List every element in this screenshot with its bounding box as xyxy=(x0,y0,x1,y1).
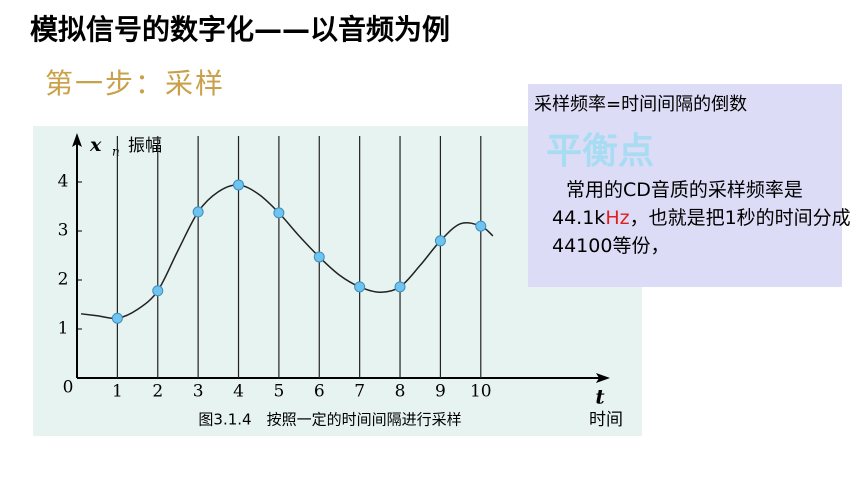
x-tick-label: 8 xyxy=(395,382,406,402)
sample-point xyxy=(111,312,123,324)
note-body: 常用的CD音质的采样频率是44.1kHz，也就是把1秒的时间分成44100等份， xyxy=(552,176,852,260)
x-axis-symbol: t xyxy=(595,385,605,409)
signal-curve xyxy=(80,184,494,320)
y-tick-label: 1 xyxy=(58,319,69,339)
x-tick-label: 4 xyxy=(233,382,244,402)
sample-point xyxy=(233,179,245,191)
sample-point xyxy=(354,281,366,293)
sample-point xyxy=(313,251,325,263)
y-tick-label: 4 xyxy=(58,172,69,192)
slide-subtitle: 第一步：采样 xyxy=(45,67,226,100)
x-tick-label: 3 xyxy=(193,382,204,402)
x-axis-arrow xyxy=(596,373,610,383)
sample-point xyxy=(152,285,164,297)
x-tick-label: 1 xyxy=(112,382,123,402)
note-box: 采样频率=时间间隔的倒数 平衡点 常用的CD音质的采样频率是44.1kHz，也就… xyxy=(528,84,851,287)
x-tick-label: 0 xyxy=(63,378,74,398)
sample-point xyxy=(192,206,204,218)
note-highlight: 平衡点 xyxy=(546,131,655,172)
x-tick-label: 6 xyxy=(314,382,325,402)
x-axis-label: 时间 xyxy=(589,410,623,430)
x-tick-label: 7 xyxy=(354,382,365,402)
x-tick-label: 9 xyxy=(435,382,446,402)
y-tick-label: 2 xyxy=(58,270,69,290)
note-text: ，也就是把1秒的时间分成44100等份， xyxy=(552,207,851,257)
y-axis-label: 振幅 xyxy=(128,136,162,156)
sample-point xyxy=(273,207,285,219)
note-unit: Hz xyxy=(605,207,630,229)
slide-title: 模拟信号的数字化——以音频为例 xyxy=(30,13,451,46)
y-axis-symbol: x xyxy=(89,134,102,156)
note-heading: 采样频率=时间间隔的倒数 xyxy=(534,94,748,115)
sample-point xyxy=(394,281,406,293)
x-tick-label: 10 xyxy=(470,382,492,402)
sample-point xyxy=(475,220,487,232)
y-axis-arrow xyxy=(72,133,82,147)
x-tick-label: 5 xyxy=(273,382,284,402)
chart-caption: 图3.1.4 按照一定的时间间隔进行采样 xyxy=(198,411,461,429)
note-text: 常用的CD音质的采样频率是44.1k xyxy=(552,179,803,229)
sample-point xyxy=(434,235,446,247)
y-axis-subscript: n xyxy=(112,145,120,159)
x-tick-label: 2 xyxy=(152,382,163,402)
y-tick-label: 3 xyxy=(58,221,69,241)
